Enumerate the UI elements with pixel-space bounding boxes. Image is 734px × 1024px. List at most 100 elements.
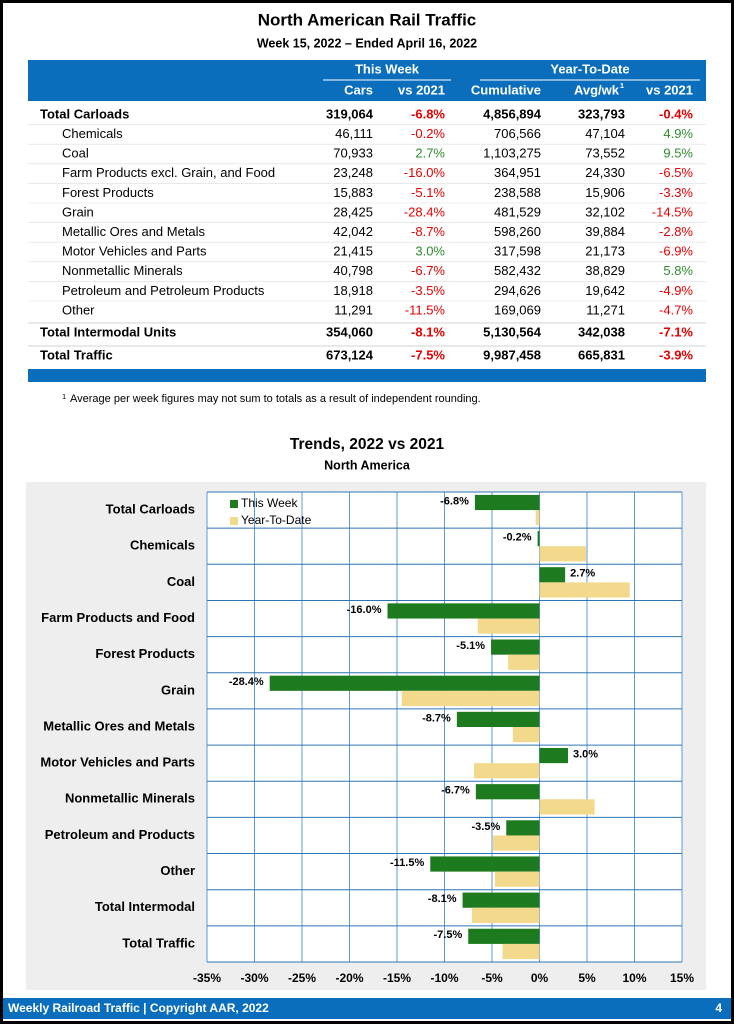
row-label: Grain bbox=[62, 204, 94, 219]
table-cell: 169,069 bbox=[494, 302, 541, 317]
table-cell: 1,103,275 bbox=[483, 146, 541, 161]
row-label: Chemicals bbox=[62, 126, 123, 141]
legend-swatch bbox=[230, 500, 238, 508]
table-cell: 47,104 bbox=[585, 126, 625, 141]
row-label: Coal bbox=[62, 146, 89, 161]
bar bbox=[477, 618, 540, 634]
y-tick-label: Total Traffic bbox=[122, 935, 195, 950]
table-cell: -11.5% bbox=[405, 302, 446, 317]
y-tick-label: Metallic Ores and Metals bbox=[43, 718, 195, 733]
group-header: Year-To-Date bbox=[550, 61, 629, 76]
table-cell: 21,173 bbox=[585, 244, 625, 259]
table-cell: 294,626 bbox=[494, 283, 541, 298]
row-label: Motor Vehicles and Parts bbox=[62, 244, 207, 259]
x-tick-label: 0% bbox=[531, 971, 549, 985]
row-label: Total Carloads bbox=[40, 106, 129, 121]
table-cell: 354,060 bbox=[326, 324, 373, 339]
table-cell: -2.8% bbox=[659, 224, 693, 239]
page-number: 4 bbox=[715, 1001, 722, 1015]
y-tick-label: Coal bbox=[167, 574, 195, 589]
y-tick-label: Grain bbox=[161, 682, 195, 697]
page-subtitle: Week 15, 2022 – Ended April 16, 2022 bbox=[257, 36, 477, 50]
x-tick-label: 5% bbox=[578, 971, 596, 985]
table-cell: 39,884 bbox=[585, 224, 625, 239]
x-tick-label: -10% bbox=[430, 971, 458, 985]
x-tick-label: 10% bbox=[622, 971, 646, 985]
table-cell: -3.9% bbox=[659, 347, 693, 362]
x-tick-label: -25% bbox=[288, 971, 316, 985]
table-cell: -14.5% bbox=[652, 204, 694, 219]
table-cell: -16.0% bbox=[404, 165, 446, 180]
y-tick-label: Total Intermodal bbox=[95, 899, 195, 914]
y-tick-label: Motor Vehicles and Parts bbox=[40, 755, 195, 770]
chart-title: Trends, 2022 vs 2021 bbox=[290, 436, 445, 453]
value-label: -3.5% bbox=[472, 821, 501, 833]
bar bbox=[539, 582, 630, 598]
table-cell: 15,906 bbox=[585, 185, 625, 200]
bar bbox=[491, 639, 540, 655]
row-label: Metallic Ores and Metals bbox=[62, 224, 206, 239]
table-cell: 4,856,894 bbox=[483, 106, 542, 121]
bar bbox=[401, 690, 540, 707]
table-cell: 317,598 bbox=[494, 244, 541, 259]
table-cell: -28.4% bbox=[404, 204, 446, 219]
table-cell: 38,829 bbox=[585, 263, 625, 278]
table-cell: 3.0% bbox=[415, 244, 445, 259]
chart-subtitle: North America bbox=[324, 458, 411, 472]
table-cell: 319,064 bbox=[326, 106, 374, 121]
value-label: -16.0% bbox=[347, 604, 382, 616]
table-cell: -4.7% bbox=[659, 302, 693, 317]
bar bbox=[269, 675, 540, 691]
table-cell: 40,798 bbox=[333, 263, 373, 278]
table-cell: -8.1% bbox=[411, 324, 445, 339]
bar bbox=[508, 654, 540, 670]
column-note: 1 bbox=[620, 81, 624, 90]
bar bbox=[502, 943, 540, 960]
y-tick-label: Other bbox=[160, 863, 195, 878]
table-cell: -3.5% bbox=[411, 283, 445, 298]
table-cell: 42,042 bbox=[333, 224, 373, 239]
table-cell: -8.7% bbox=[411, 224, 445, 239]
table-cell: -0.4% bbox=[659, 106, 693, 121]
bar bbox=[473, 763, 540, 779]
table-cell: 238,588 bbox=[494, 185, 541, 200]
bar bbox=[539, 747, 568, 764]
table-bottom-band bbox=[28, 369, 706, 382]
row-label: Nonmetallic Minerals bbox=[62, 263, 183, 278]
bar bbox=[494, 871, 540, 887]
bar bbox=[506, 820, 540, 836]
value-label: -7.5% bbox=[434, 929, 463, 941]
row-label: Petroleum and Petroleum Products bbox=[62, 283, 265, 298]
y-tick-label: Total Carloads bbox=[106, 502, 195, 517]
table-cell: -5.1% bbox=[411, 185, 445, 200]
value-label: -28.4% bbox=[229, 676, 264, 688]
bar bbox=[539, 799, 595, 815]
legend-swatch bbox=[230, 517, 238, 525]
bar bbox=[535, 510, 540, 526]
footer-text: Weekly Railroad Traffic | Copyright AAR,… bbox=[8, 1001, 269, 1015]
column-header: Cars bbox=[344, 82, 373, 97]
x-tick-label: 15% bbox=[670, 971, 694, 985]
column-header: Avg/wk bbox=[574, 82, 620, 97]
table-cell: 18,918 bbox=[333, 283, 373, 298]
table-cell: -3.3% bbox=[659, 185, 693, 200]
x-tick-label: -30% bbox=[240, 971, 268, 985]
table-cell: 28,425 bbox=[333, 204, 373, 219]
bar bbox=[539, 567, 566, 583]
value-label: -6.7% bbox=[441, 785, 470, 797]
footnote-text: Average per week figures may not sum to … bbox=[70, 393, 481, 405]
column-header: vs 2021 bbox=[398, 82, 445, 97]
table-cell: 2.7% bbox=[415, 146, 445, 161]
value-label: -0.2% bbox=[503, 532, 532, 544]
table-cell: 4.9% bbox=[663, 126, 693, 141]
bar bbox=[475, 784, 540, 800]
table-cell: 21,415 bbox=[333, 244, 373, 259]
y-tick-label: Forest Products bbox=[95, 646, 195, 661]
table-cell: -6.8% bbox=[411, 106, 445, 121]
value-label: -6.8% bbox=[440, 495, 469, 507]
bar bbox=[474, 494, 540, 511]
table-cell: 706,566 bbox=[494, 126, 541, 141]
column-header: Cumulative bbox=[471, 82, 541, 97]
bar bbox=[468, 928, 540, 944]
table-cell: -7.5% bbox=[411, 347, 445, 362]
